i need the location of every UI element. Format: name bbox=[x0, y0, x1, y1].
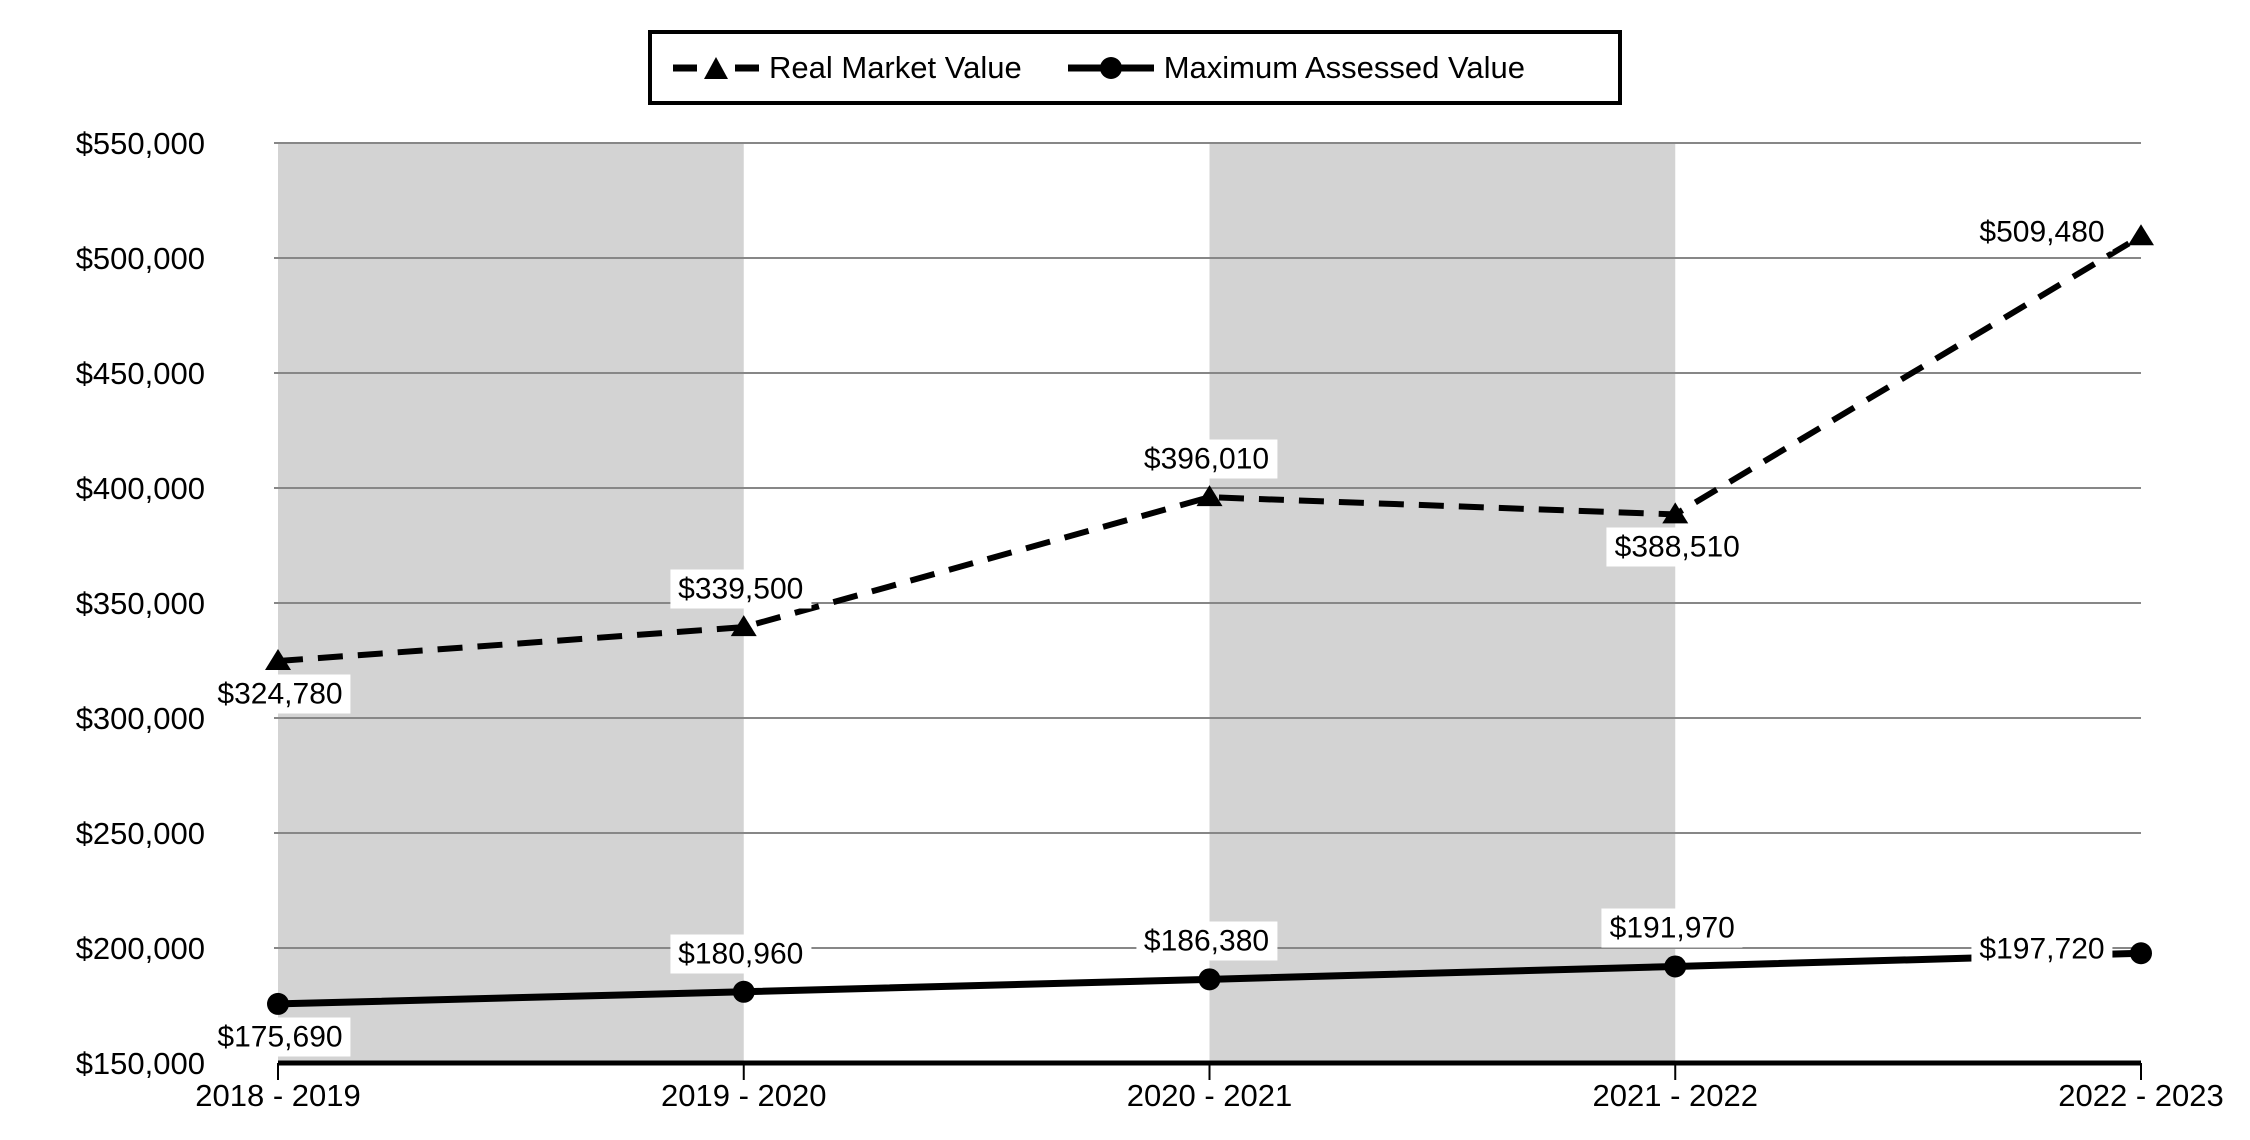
y-tick-label: $350,000 bbox=[76, 586, 205, 621]
data-label: $180,960 bbox=[670, 934, 812, 974]
y-tick-label: $550,000 bbox=[76, 126, 205, 161]
solid-circle-marker-icon bbox=[1067, 56, 1154, 79]
x-tick-label: 2022 - 2023 bbox=[2058, 1078, 2223, 1113]
triangle-marker bbox=[265, 649, 291, 671]
data-label: $324,780 bbox=[209, 674, 351, 714]
circle-marker bbox=[732, 980, 755, 1003]
y-tick-label: $450,000 bbox=[76, 356, 205, 391]
y-tick-label: $250,000 bbox=[76, 816, 205, 851]
x-tick-label: 2020 - 2021 bbox=[1127, 1078, 1292, 1113]
data-label: $339,500 bbox=[670, 569, 812, 609]
dashed-triangle-marker-icon bbox=[673, 56, 759, 79]
legend-entry-maximum-assessed-value: Maximum Assessed Value bbox=[1067, 49, 1525, 86]
circle-marker bbox=[2130, 942, 2152, 965]
y-tick-label: $400,000 bbox=[76, 471, 205, 506]
y-tick-label: $150,000 bbox=[76, 1046, 205, 1081]
circle-marker bbox=[1198, 968, 1221, 991]
x-tick-label: 2019 - 2020 bbox=[661, 1078, 826, 1113]
x-tick-label: 2018 - 2019 bbox=[195, 1078, 360, 1113]
data-label: $396,010 bbox=[1135, 439, 1278, 479]
x-tick-label: 2021 - 2022 bbox=[1593, 1078, 1758, 1113]
triangle-marker bbox=[2128, 224, 2154, 246]
circle-marker bbox=[267, 992, 289, 1015]
legend-label-real-market-value: Real Market Value bbox=[769, 49, 1022, 85]
legend-entry-real-market-value: Real Market Value bbox=[673, 50, 1022, 86]
triangle-marker bbox=[1196, 485, 1223, 507]
legend-label-maximum-assessed-value: Maximum Assessed Value bbox=[1163, 49, 1525, 85]
y-tick-label: $300,000 bbox=[76, 701, 205, 736]
data-label: $197,720 bbox=[1971, 929, 2113, 969]
data-label: $388,510 bbox=[1606, 527, 1748, 567]
data-label: $191,970 bbox=[1601, 908, 1743, 948]
y-tick-label: $200,000 bbox=[76, 931, 205, 966]
triangle-marker bbox=[1662, 502, 1689, 524]
data-label: $186,380 bbox=[1135, 921, 1278, 961]
data-label: $509,480 bbox=[1971, 212, 2113, 252]
triangle-marker bbox=[730, 615, 757, 637]
y-tick-label: $500,000 bbox=[76, 241, 205, 276]
circle-marker bbox=[1664, 955, 1687, 978]
data-label: $175,690 bbox=[209, 1017, 351, 1057]
legend: Real Market Value Maximum Assessed Value bbox=[648, 30, 1622, 105]
